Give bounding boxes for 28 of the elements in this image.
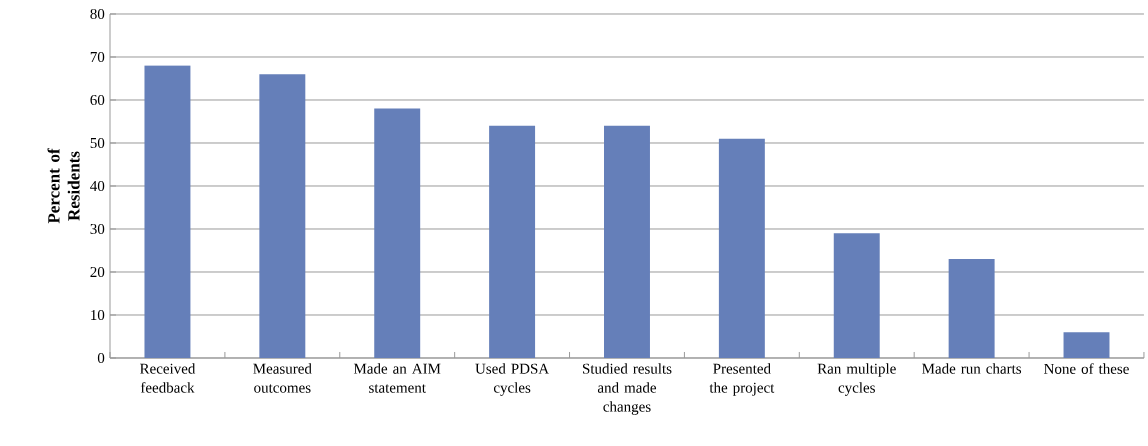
bar: [604, 125, 650, 358]
bar: [489, 125, 536, 358]
bar: [948, 259, 995, 358]
y-tick-label: 50: [90, 137, 105, 149]
x-tick-label: Measured outcomes: [253, 363, 312, 393]
y-tick-label: 30: [90, 223, 105, 235]
x-tick-label: Received feedback: [139, 363, 196, 393]
y-tick-label: 70: [90, 51, 105, 63]
y-tick-label: 20: [90, 266, 105, 278]
y-tick-label: 80: [90, 8, 105, 20]
x-tick-label: Studied results and made changes: [582, 363, 672, 415]
bar: [374, 108, 421, 358]
bar: [833, 233, 880, 358]
y-tick-label: 40: [90, 180, 105, 192]
bar: [718, 138, 765, 358]
y-tick-label: 0: [97, 352, 105, 364]
y-tick-label: 60: [90, 94, 105, 106]
y-tick-label: 10: [91, 309, 105, 321]
x-tick-label: None of these: [1044, 363, 1129, 374]
x-tick-label: Used PDSA cycles: [475, 363, 550, 396]
bar: [144, 65, 191, 358]
y-axis-title: Percent of Residents: [47, 148, 80, 224]
x-tick-label: Ran multiple cycles: [817, 363, 896, 396]
x-tick-label: Presented the project: [709, 363, 775, 396]
bar: [1063, 332, 1110, 358]
bar: [259, 74, 306, 358]
x-tick-label: Made an AIM statement: [353, 363, 441, 393]
x-tick-label: Made run charts: [922, 363, 1022, 374]
